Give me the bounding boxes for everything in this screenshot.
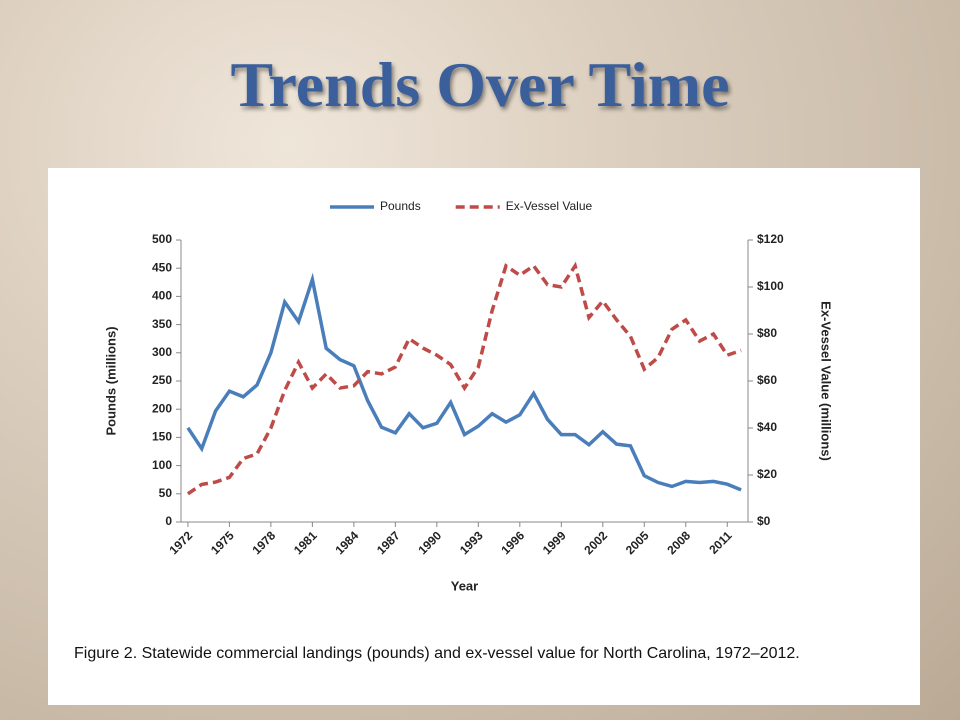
y-axis-title: Pounds (millions) [103,326,118,435]
legend-label: Pounds [380,199,421,213]
y2-axis-title: Ex-Vessel Value (millions) [819,301,834,461]
y2-tick-label: $120 [757,232,784,246]
x-tick-label: 1972 [166,528,195,557]
x-tick-label: 1990 [415,528,444,557]
y2-tick-label: $20 [757,467,777,481]
x-tick-label: 1981 [291,528,320,557]
x-tick-label: 2005 [623,528,652,557]
x-tick-label: 1978 [249,528,278,557]
y2-tick-label: $100 [757,279,784,293]
x-axis-title: Year [451,578,478,593]
x-tick-label: 1984 [332,528,361,557]
y-tick-label: 150 [152,430,172,444]
y-tick-label: 300 [152,345,172,359]
y-tick-label: 350 [152,317,172,331]
x-tick-label: 2002 [581,528,610,557]
y-tick-label: 200 [152,401,172,415]
y-tick-label: 450 [152,260,172,274]
x-tick-label: 2011 [706,528,735,557]
x-tick-label: 2008 [664,528,693,557]
slide-title: Trends Over Time [230,49,730,120]
x-tick-label: 1987 [374,528,403,557]
series-line [186,261,742,496]
legend-label: Ex-Vessel Value [506,199,593,213]
x-tick-label: 1999 [540,528,569,557]
y-tick-label: 250 [152,373,172,387]
y-tick-label: 100 [152,458,172,472]
y2-tick-label: $80 [757,326,777,340]
y-tick-label: 500 [152,232,172,246]
x-tick-label: 1996 [498,528,527,557]
y2-tick-label: $0 [757,514,771,528]
x-tick-label: 1975 [208,528,237,557]
y-tick-label: 0 [165,514,172,528]
series-line [186,272,742,492]
y-tick-label: 400 [152,289,172,303]
y2-tick-label: $40 [757,420,777,434]
figure-caption: Figure 2. Statewide commercial landings … [74,645,800,662]
y-tick-label: 50 [159,486,173,500]
x-tick-label: 1993 [457,528,486,557]
y2-tick-label: $60 [757,373,777,387]
